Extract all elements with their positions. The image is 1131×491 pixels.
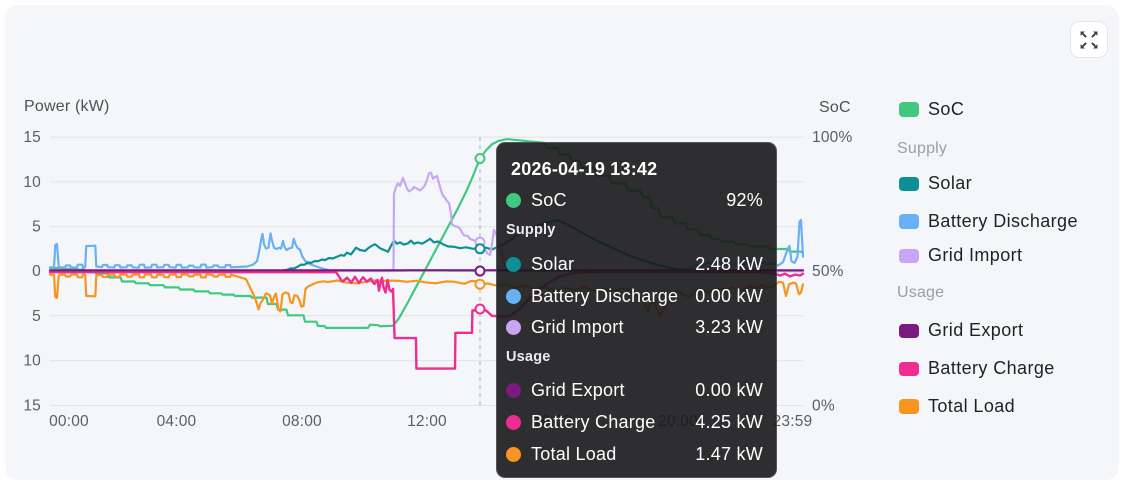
svg-text:04:00: 04:00 (157, 413, 197, 430)
svg-text:Power (kW): Power (kW) (24, 98, 110, 115)
svg-text:5: 5 (32, 308, 41, 325)
svg-text:0%: 0% (812, 398, 835, 415)
svg-text:15: 15 (23, 398, 41, 415)
svg-text:10: 10 (23, 353, 41, 370)
svg-text:SoC: SoC (819, 99, 851, 116)
svg-text:12:00: 12:00 (407, 413, 447, 430)
svg-text:0: 0 (32, 263, 41, 280)
svg-text:5: 5 (32, 219, 41, 236)
svg-text:50%: 50% (812, 263, 844, 280)
svg-text:23:59: 23:59 (773, 413, 813, 430)
svg-text:00:00: 00:00 (49, 413, 89, 430)
svg-text:10: 10 (23, 174, 41, 191)
svg-text:15: 15 (23, 129, 41, 146)
svg-text:08:00: 08:00 (282, 413, 322, 430)
svg-text:100%: 100% (812, 129, 852, 146)
